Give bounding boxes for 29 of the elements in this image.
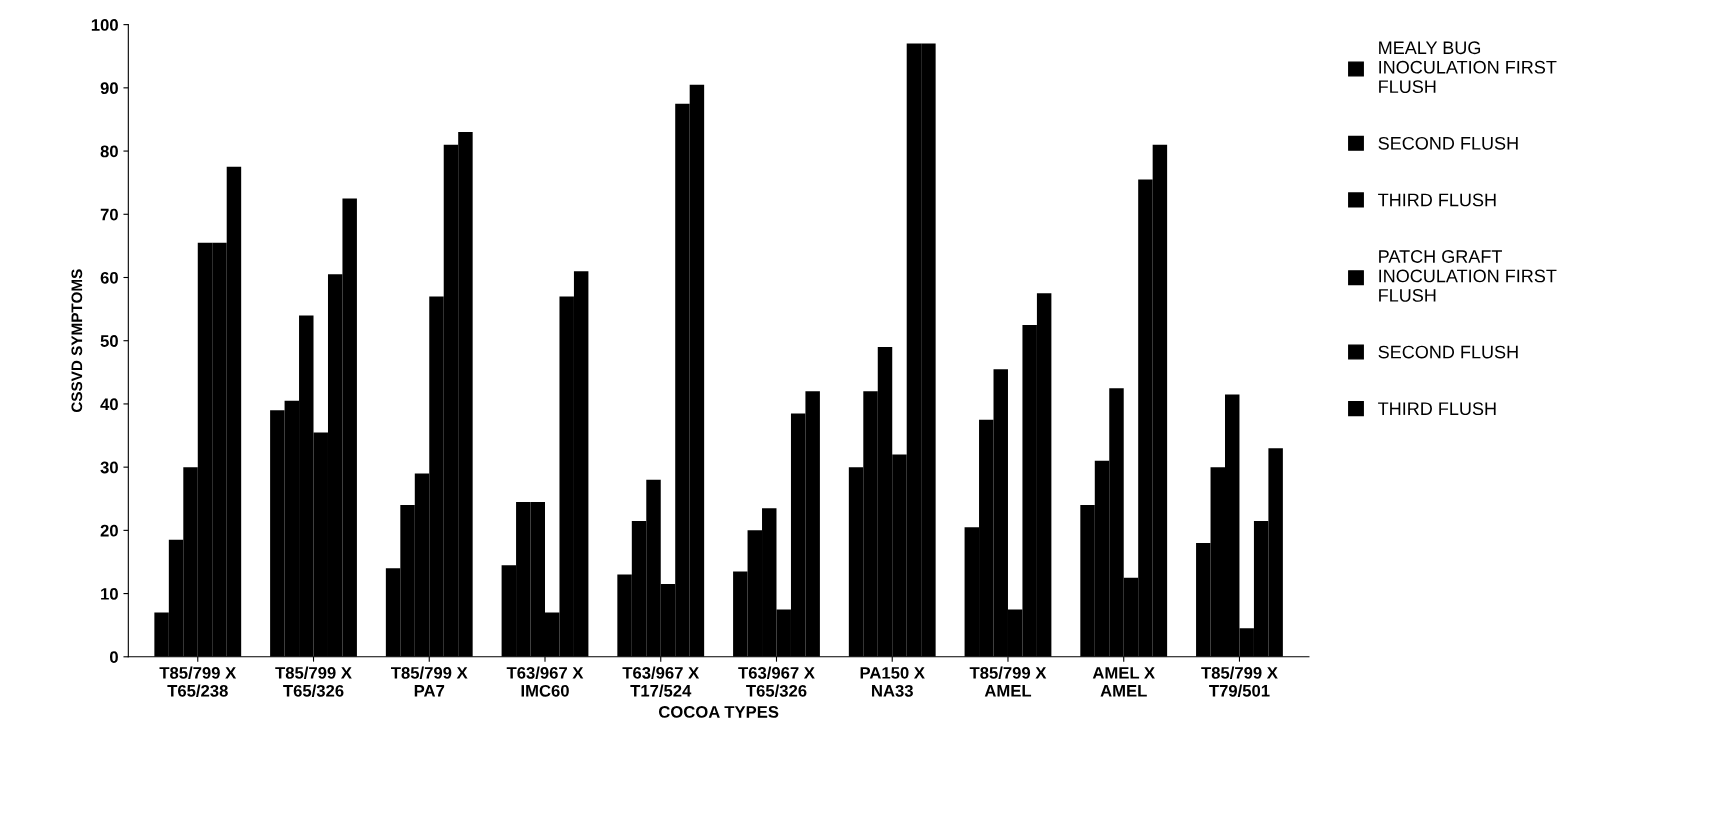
x-tick-label: T85/799 X T79/501: [1201, 666, 1278, 697]
legend-label: THIRD FLUSH: [1378, 402, 1496, 416]
y-axis-title: CSSVD SYMPTOMS: [71, 269, 83, 413]
x-tick-label: T85/799 X PA7: [391, 666, 468, 697]
y-tick-label: 30: [100, 461, 118, 474]
x-tick-label: AMEL X AMEL: [1092, 667, 1155, 697]
y-tick-label: 100: [91, 19, 118, 31]
legend-label: THIRD FLUSH: [1378, 193, 1496, 207]
y-tick-label: 40: [100, 398, 118, 411]
y-tick-label: 10: [101, 587, 118, 600]
x-tick-label: T85/799 X AMEL: [969, 666, 1047, 697]
x-tick-label: PA150 X NA33: [860, 666, 925, 697]
legend-label: PATCH GRAFT INOCULATION FIRST FLUSH: [1379, 250, 1557, 302]
y-tick-label: 90: [100, 82, 118, 95]
x-tick-label: T85/799 X T65/326: [275, 666, 352, 697]
y-tick-label: 0: [109, 651, 118, 663]
legend-label: MEALY BUG INOCULATION FIRST FLUSH: [1379, 41, 1557, 94]
y-tick-label: 60: [100, 271, 118, 284]
y-tick-label: 20: [100, 524, 118, 537]
y-tick-label: 50: [100, 335, 118, 347]
y-tick-label: 70: [100, 208, 118, 221]
x-tick-label: T85/799 X T65/238: [159, 666, 237, 697]
y-tick-label: 80: [100, 145, 118, 158]
x-axis-title: COCOA TYPES: [658, 706, 779, 718]
legend-label: SECOND FLUSH: [1378, 345, 1518, 359]
x-tick-label: T63/967 X IMC60: [506, 666, 584, 697]
x-tick-label: T63/967 X T17/524: [622, 666, 700, 697]
x-tick-label: T63/967 X T65/326: [738, 666, 815, 697]
legend-label: SECOND FLUSH: [1378, 136, 1518, 150]
